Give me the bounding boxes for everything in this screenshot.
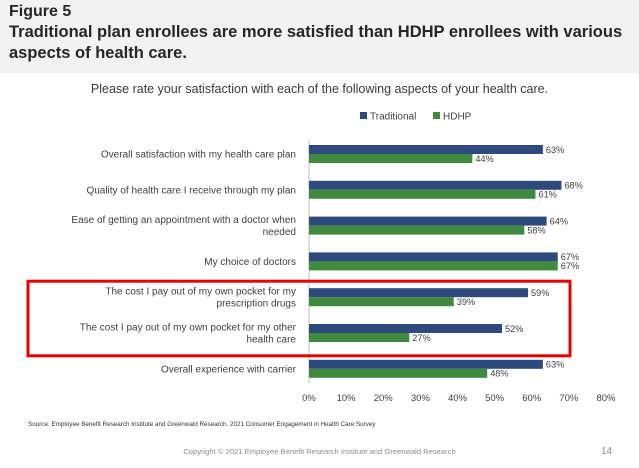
bar-traditional [309,252,558,262]
bar-hdhp [309,368,488,378]
data-label: 27% [412,333,430,343]
category-label: My choice of doctors [204,257,296,268]
x-tick-label: 30% [411,393,431,404]
category-label: prescription drugs [217,299,296,310]
figure-label: Figure 5 [9,3,72,20]
legend-swatch-traditional [360,112,367,119]
x-tick-label: 80% [596,393,616,404]
title-band [0,0,639,73]
category-label: health care [247,335,297,346]
category-label: Overall experience with carrier [161,364,297,375]
bar-traditional [309,359,543,369]
bar-traditional [309,145,543,154]
page-number: 14 [601,446,613,457]
bar-hdhp [309,261,558,271]
x-tick-label: 20% [374,393,394,404]
x-tick-label: 50% [485,393,505,404]
category-label: needed [263,227,296,238]
bar-hdhp [309,154,473,163]
category-label: The cost I pay out of my own pocket for … [105,287,296,298]
data-label: 52% [505,324,523,334]
bar-hdhp [309,225,525,235]
legend-label-hdhp: HDHP [443,112,472,123]
data-label: 39% [457,297,475,307]
copyright-footer: Copyright © 2021 Employee Benefit Resear… [183,447,456,456]
category-label: Quality of health care I receive through… [86,185,296,196]
x-tick-label: 70% [559,393,579,404]
bar-traditional [309,288,529,298]
data-label: 67% [561,252,579,262]
legend-label-traditional: Traditional [370,112,416,123]
bar-traditional [309,180,562,190]
data-label: 44% [475,154,493,164]
bar-traditional [309,324,503,333]
category-label: Ease of getting an appointment with a do… [71,215,296,226]
data-label: 63% [546,360,564,370]
data-label: 58% [527,225,545,235]
source-note: Source: Employee Benefit Research Instit… [28,421,376,428]
bar-hdhp [309,333,410,342]
chart-subtitle: Please rate your satisfaction with each … [90,82,549,96]
x-tick-label: 40% [448,393,468,404]
x-tick-label: 0% [302,393,316,404]
data-label: 59% [531,288,549,298]
bar-hdhp [309,189,536,199]
data-label: 48% [490,369,508,379]
data-label: 64% [550,216,568,226]
x-tick-label: 10% [337,393,357,404]
highlight-box [26,279,572,358]
data-label: 68% [564,181,582,191]
category-label: Overall satisfaction with my health care… [101,150,296,161]
bar-hdhp [309,297,454,307]
category-label: The cost I pay out of my own pocket for … [80,323,297,334]
data-label: 63% [546,145,564,155]
x-tick-label: 60% [522,393,542,404]
bar-traditional [309,216,547,226]
legend-swatch-hdhp [433,112,440,119]
figure-title: Traditional plan enrollees are more sati… [9,23,623,62]
data-label: 61% [538,190,556,200]
data-label: 67% [561,261,579,271]
